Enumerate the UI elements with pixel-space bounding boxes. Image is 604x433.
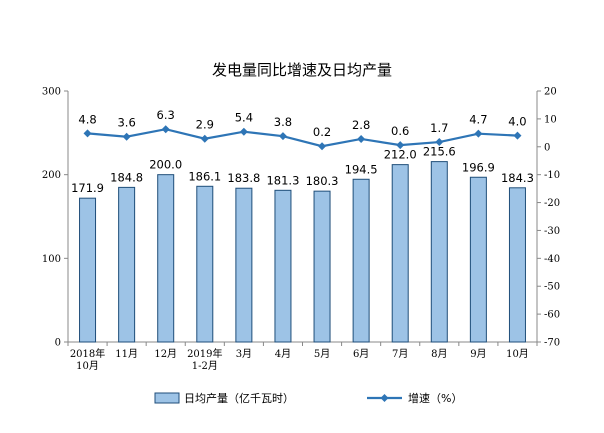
x-tick-label: 10月 bbox=[506, 348, 529, 360]
y-right-tick-label: 0 bbox=[544, 142, 550, 153]
bar-value-label: 184.3 bbox=[501, 171, 534, 185]
y-left-tick-label: 300 bbox=[42, 87, 61, 98]
line-value-label: 0.6 bbox=[391, 124, 409, 138]
chart-title: 发电量同比增速及日均产量 bbox=[212, 61, 392, 79]
bar bbox=[79, 197, 97, 343]
line-point bbox=[122, 132, 131, 141]
bar bbox=[196, 185, 214, 343]
line-point bbox=[278, 132, 287, 141]
y-right-tick-label: 20 bbox=[544, 87, 557, 98]
line-value-label: 1.7 bbox=[430, 121, 448, 135]
x-tick-label: 12月 bbox=[154, 348, 177, 360]
y-right-tick-label: -10 bbox=[544, 170, 560, 181]
y-left-tick-label: 0 bbox=[55, 338, 61, 349]
x-tick-label: 6月 bbox=[353, 348, 369, 360]
y-right-tick-label: 10 bbox=[544, 114, 557, 125]
bar-value-label: 200.0 bbox=[149, 158, 182, 172]
y-right-tick-label: -50 bbox=[544, 282, 560, 293]
bar bbox=[157, 174, 175, 343]
line-series bbox=[83, 125, 522, 151]
line-value-label: 2.9 bbox=[196, 118, 214, 132]
line-point bbox=[396, 141, 405, 150]
line-value-label: 6.3 bbox=[157, 108, 175, 122]
bar-series bbox=[79, 161, 526, 343]
growth-line bbox=[87, 128, 518, 148]
line-point bbox=[513, 131, 522, 140]
x-tick-label: 5月 bbox=[314, 348, 330, 360]
x-tick-label: 11月 bbox=[115, 348, 138, 360]
bar-value-label: 215.6 bbox=[423, 145, 456, 159]
bar-value-label: 212.0 bbox=[384, 148, 417, 162]
bar-value-label: 184.8 bbox=[110, 170, 143, 184]
line-value-label: 3.8 bbox=[274, 115, 292, 129]
line-point bbox=[474, 129, 483, 138]
legend: 日均产量（亿千瓦时） 增速（%） bbox=[154, 391, 462, 405]
line-point bbox=[161, 125, 170, 134]
x-tick-label: 8月 bbox=[431, 348, 447, 360]
bar bbox=[508, 187, 526, 343]
bar bbox=[391, 164, 409, 343]
line-point bbox=[239, 127, 248, 136]
line-point bbox=[83, 129, 92, 138]
bar-value-label: 196.9 bbox=[462, 160, 495, 174]
bar bbox=[430, 161, 448, 343]
bar bbox=[235, 187, 253, 343]
bar-value-label: 194.5 bbox=[345, 162, 378, 176]
line-value-label: 2.8 bbox=[352, 118, 370, 132]
y-right-tick-label: -30 bbox=[544, 226, 560, 237]
line-point bbox=[200, 134, 209, 143]
x-tick-label: 9月 bbox=[470, 348, 486, 360]
bar bbox=[313, 190, 331, 343]
y-left-tick-label: 100 bbox=[42, 254, 61, 265]
legend-bar-label: 日均产量（亿千瓦时） bbox=[184, 391, 294, 405]
x-tick-label: 2018年 10月 bbox=[70, 347, 105, 372]
legend-line-marker bbox=[380, 394, 389, 402]
x-tick-label: 2019年 1-2月 bbox=[187, 347, 222, 372]
x-tick-label: 4月 bbox=[275, 348, 291, 360]
legend-line-label: 增速（%） bbox=[408, 391, 462, 405]
x-tick-label: 3月 bbox=[236, 348, 252, 360]
line-point bbox=[318, 142, 327, 151]
bar bbox=[118, 186, 136, 343]
line-value-label: 5.4 bbox=[235, 111, 253, 125]
bar-value-label: 183.8 bbox=[227, 171, 260, 185]
bar bbox=[352, 178, 370, 343]
legend-bar-swatch bbox=[154, 392, 180, 404]
line-point bbox=[357, 134, 366, 143]
line-point bbox=[435, 138, 444, 147]
line-value-label: 0.2 bbox=[313, 125, 331, 139]
line-value-label: 4.8 bbox=[78, 112, 96, 126]
bar-value-label: 171.9 bbox=[71, 181, 104, 195]
y-right-tick-label: -70 bbox=[544, 338, 560, 349]
line-value-label: 4.7 bbox=[469, 113, 487, 127]
y-left-tick-label: 200 bbox=[42, 170, 61, 181]
bar-value-label: 181.3 bbox=[266, 173, 299, 187]
bar bbox=[469, 176, 487, 343]
bar-value-label: 186.1 bbox=[188, 169, 221, 183]
y-right-tick-label: -60 bbox=[544, 310, 560, 321]
data-labels: 171.9 184.8 200.0 186.1 183.8 181.3 180.3 194.5… bbox=[71, 108, 534, 195]
x-tick-label: 7月 bbox=[392, 348, 408, 360]
y-right-tick-label: -20 bbox=[544, 198, 560, 209]
y-right-tick-label: -40 bbox=[544, 254, 560, 265]
line-value-label: 4.0 bbox=[508, 115, 526, 129]
bar-value-label: 180.3 bbox=[306, 174, 339, 188]
line-value-label: 3.6 bbox=[117, 116, 135, 130]
bar bbox=[274, 189, 292, 343]
